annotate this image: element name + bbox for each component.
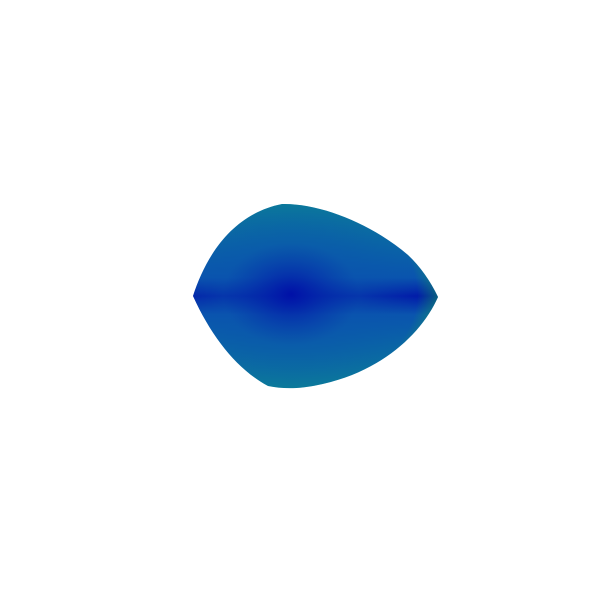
teardrop-shape [193,203,438,389]
blob-rim-tint [193,203,438,389]
